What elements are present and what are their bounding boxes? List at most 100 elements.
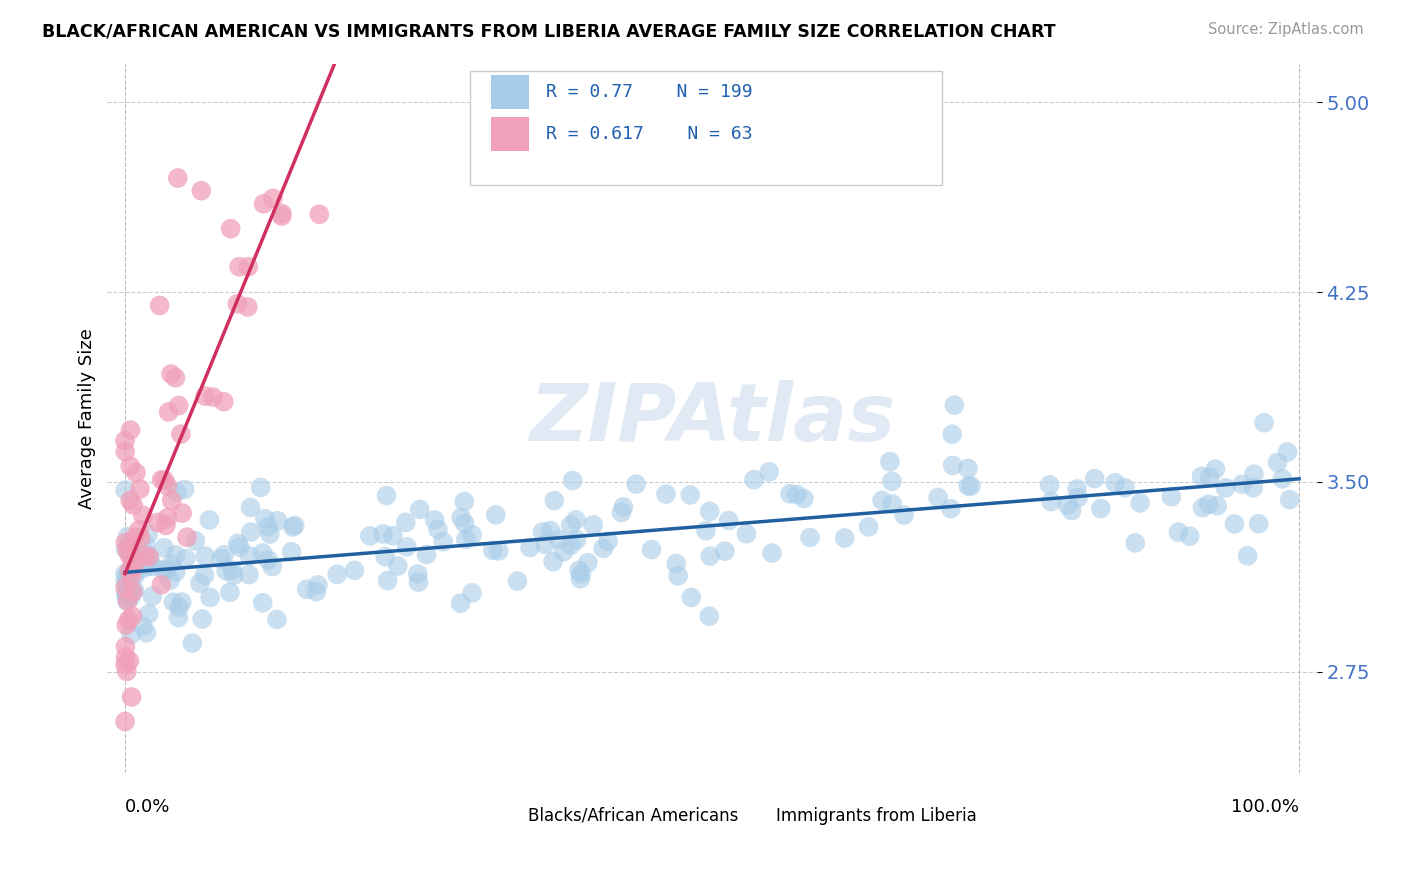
Point xyxy=(1191,469,1213,483)
Point xyxy=(201,390,224,404)
Point xyxy=(129,482,152,496)
Point xyxy=(239,500,262,515)
Point xyxy=(461,586,484,600)
Point xyxy=(132,619,155,633)
Point xyxy=(1067,491,1090,505)
Point xyxy=(167,610,190,624)
Point xyxy=(1198,470,1220,484)
Point xyxy=(640,542,662,557)
Point xyxy=(219,221,242,235)
Point xyxy=(162,595,184,609)
Point xyxy=(135,539,157,553)
Point xyxy=(1123,536,1146,550)
Point xyxy=(450,510,472,524)
Point xyxy=(519,541,541,555)
Point xyxy=(1204,462,1226,476)
Point xyxy=(209,551,232,566)
Point xyxy=(717,514,740,528)
Point xyxy=(198,513,221,527)
Point xyxy=(150,473,173,487)
Point xyxy=(124,530,146,544)
Text: Immigrants from Liberia: Immigrants from Liberia xyxy=(776,807,977,825)
Point xyxy=(531,524,554,539)
Point xyxy=(957,461,980,475)
Point xyxy=(1084,472,1107,486)
Point xyxy=(188,576,211,591)
Point xyxy=(124,583,146,598)
Point xyxy=(387,559,409,574)
Point xyxy=(139,551,162,566)
Point xyxy=(153,541,176,555)
Point xyxy=(114,535,136,549)
Point xyxy=(238,260,260,274)
Point xyxy=(120,627,142,641)
Point xyxy=(252,596,274,610)
Point xyxy=(215,564,238,578)
Point xyxy=(262,191,284,205)
Point xyxy=(135,625,157,640)
Point xyxy=(238,549,260,563)
Point xyxy=(229,540,252,554)
Point xyxy=(165,371,187,385)
Point xyxy=(568,564,591,578)
Point xyxy=(409,502,432,516)
Point xyxy=(553,545,575,559)
Point xyxy=(1191,500,1213,515)
Point xyxy=(121,585,143,599)
Point xyxy=(415,548,437,562)
Point xyxy=(395,516,418,530)
Point xyxy=(114,650,136,665)
Point xyxy=(239,524,262,539)
Point xyxy=(249,480,271,494)
Point xyxy=(181,636,204,650)
Point xyxy=(121,690,143,704)
Point xyxy=(281,520,304,534)
Point xyxy=(114,640,136,654)
Point xyxy=(212,394,235,409)
Point xyxy=(957,479,980,493)
Point xyxy=(576,556,599,570)
Point xyxy=(120,569,142,583)
Text: BLACK/AFRICAN AMERICAN VS IMMIGRANTS FROM LIBERIA AVERAGE FAMILY SIZE CORRELATIO: BLACK/AFRICAN AMERICAN VS IMMIGRANTS FRO… xyxy=(42,22,1056,40)
Point xyxy=(198,591,221,605)
Point xyxy=(271,206,294,220)
Point xyxy=(1090,501,1112,516)
Point xyxy=(571,566,593,581)
Text: Source: ZipAtlas.com: Source: ZipAtlas.com xyxy=(1208,22,1364,37)
Point xyxy=(1056,498,1078,512)
Point xyxy=(927,491,949,505)
Point xyxy=(870,493,893,508)
Point xyxy=(114,714,136,729)
Point xyxy=(226,536,249,550)
Point xyxy=(779,487,801,501)
Point xyxy=(194,389,217,403)
Point xyxy=(153,473,176,487)
Point xyxy=(624,477,647,491)
Point xyxy=(450,596,472,610)
Point xyxy=(138,607,160,621)
Point xyxy=(679,488,702,502)
Point xyxy=(1040,494,1063,508)
Point xyxy=(166,171,188,186)
Point xyxy=(266,612,288,626)
Point xyxy=(270,209,292,223)
Point xyxy=(193,568,215,582)
Point xyxy=(155,518,177,533)
Point xyxy=(167,399,190,413)
Point xyxy=(373,527,395,541)
Point xyxy=(122,498,145,512)
Point xyxy=(125,466,148,480)
Point xyxy=(1114,481,1136,495)
Point xyxy=(1129,496,1152,510)
Text: 0.0%: 0.0% xyxy=(125,798,170,816)
Point xyxy=(560,538,582,552)
Point xyxy=(152,563,174,577)
Point xyxy=(1230,477,1253,491)
Point xyxy=(305,584,328,599)
Point xyxy=(115,594,138,608)
Point xyxy=(697,609,720,624)
Point xyxy=(120,493,142,508)
Point xyxy=(699,504,721,518)
Point xyxy=(655,487,678,501)
Point xyxy=(377,574,399,588)
